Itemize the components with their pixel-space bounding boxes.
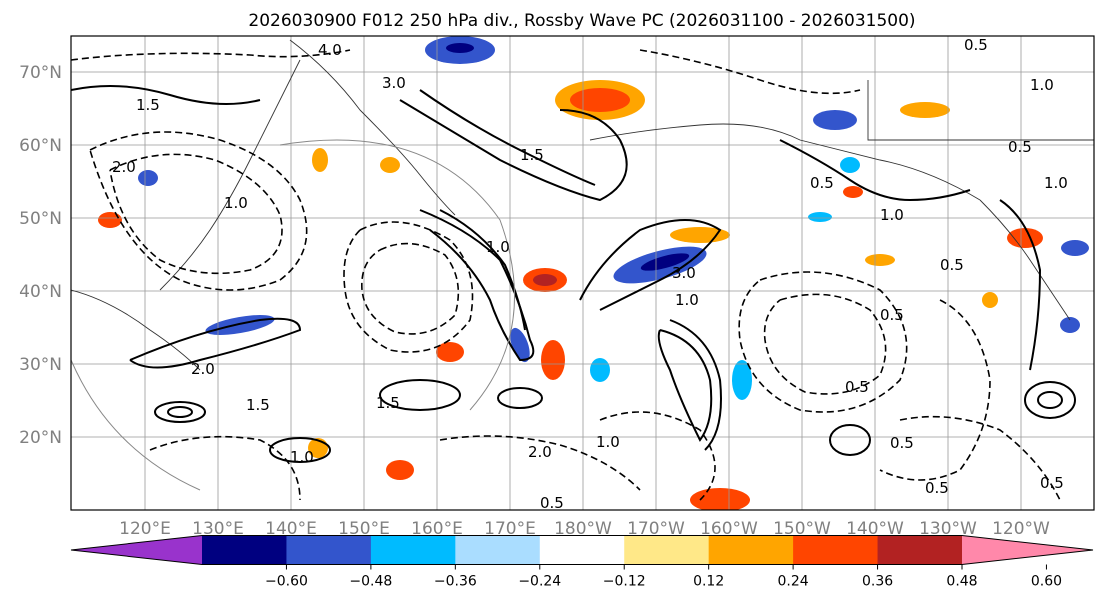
contour-label: 1.0: [1030, 76, 1054, 94]
lon-label: 180°W: [554, 519, 612, 539]
contour-label: 0.5: [1008, 138, 1032, 156]
lat-label: 70°N: [19, 63, 62, 83]
projection-arcs: [71, 139, 515, 491]
colorbar-segment: [202, 535, 287, 565]
contour-label: 0.5: [880, 306, 904, 324]
lon-label: 130°W: [919, 519, 977, 539]
colorbar-tick-label: 0.36: [862, 574, 893, 590]
lat-label: 30°N: [19, 355, 62, 375]
contour-label: 1.5: [246, 396, 270, 414]
contour-label: 0.5: [1040, 474, 1064, 492]
colorbar-tick-label: −0.48: [349, 574, 392, 590]
contour-label: 1.0: [224, 194, 248, 212]
lon-label: 160°E: [411, 519, 463, 539]
longitude-labels: 120°E 130°E 140°E 150°E 160°E 170°E 180°…: [119, 519, 1050, 539]
contour-label: 1.0: [1044, 174, 1068, 192]
lon-label: 140°E: [265, 519, 317, 539]
lon-label: 120°E: [119, 519, 171, 539]
lat-label: 50°N: [19, 209, 62, 229]
contour-label: 0.5: [890, 434, 914, 452]
lon-label: 150°W: [773, 519, 831, 539]
contour-label: 1.0: [596, 433, 620, 451]
map-panel: 4.0 3.0 3.0 1.0 2.0 1.5 1.0 0.5 1.5 2.0 …: [70, 35, 1095, 512]
contour-label: 2.0: [112, 158, 136, 176]
contour-label: 0.5: [940, 256, 964, 274]
contour-label: 3.0: [382, 74, 406, 92]
colorbar-tick-label: 0.48: [946, 574, 977, 590]
contour-label: 2.0: [191, 360, 215, 378]
lon-label: 170°W: [627, 519, 685, 539]
coastlines: [71, 39, 1094, 371]
latitude-labels: 70°N 60°N 50°N 40°N 30°N 20°N: [19, 63, 62, 448]
lon-label: 170°E: [484, 519, 536, 539]
colorbar-outline: [70, 535, 1094, 565]
contour-label: 1.0: [675, 291, 699, 309]
shading-layer: [98, 36, 1089, 510]
colorbar-tick-label: 0.24: [778, 574, 809, 590]
contour-label: 0.5: [845, 378, 869, 396]
contour-label: 3.0: [672, 264, 696, 282]
lat-label: 40°N: [19, 282, 62, 302]
colorbar-segments: [71, 535, 1093, 565]
contour-label: 2.0: [528, 443, 552, 461]
contour-label: 1.5: [520, 146, 544, 164]
contour-label: 1.5: [136, 96, 160, 114]
colorbar-segment: [370, 535, 456, 565]
contour-label: 0.5: [964, 36, 988, 54]
colorbar-segment: [877, 535, 963, 565]
map-frame: [70, 35, 1095, 511]
colorbar-tick-label: −0.24: [518, 574, 561, 590]
lat-label: 20°N: [19, 428, 62, 448]
contour-label: 1.0: [486, 238, 510, 256]
colorbar-tick-label: −0.12: [603, 574, 646, 590]
contour-label: 0.5: [540, 494, 564, 512]
colorbar-segment: [286, 535, 372, 565]
lat-label: 60°N: [19, 136, 62, 156]
contour-label: 1.5: [376, 394, 400, 412]
colorbar-segment: [793, 535, 879, 565]
map-title: 2026030900 F012 250 hPa div., Rossby Wav…: [248, 11, 915, 31]
contour-label: 1.0: [880, 206, 904, 224]
colorbar-extend-high: [962, 535, 1093, 565]
colorbar-tick-label: −0.36: [434, 574, 477, 590]
dashed-contours: [71, 49, 1061, 501]
colorbar-tick-label: 0.12: [693, 574, 724, 590]
solid-contours: [71, 85, 1076, 463]
lon-label: 120°W: [992, 519, 1050, 539]
colorbar-ticks: −0.60 −0.48 −0.36 −0.24 −0.12 0.12 0.24 0.36 0.4…: [265, 564, 1062, 590]
colorbar-segment: [455, 535, 541, 565]
lon-label: 140°W: [846, 519, 904, 539]
colorbar-extend-low: [71, 535, 202, 565]
lon-label: 160°W: [700, 519, 758, 539]
colorbar-segment: [539, 535, 625, 565]
lon-label: 130°E: [192, 519, 244, 539]
contour-label: 1.0: [290, 448, 314, 466]
colorbar: −0.60 −0.48 −0.36 −0.24 −0.12 0.12 0.24 0.36 0.4…: [70, 535, 1094, 590]
lon-label: 150°E: [338, 519, 390, 539]
colorbar-segment: [708, 535, 794, 565]
colorbar-segment: [624, 535, 710, 565]
contour-label: 0.5: [925, 479, 949, 497]
colorbar-tick-label: −0.60: [265, 574, 308, 590]
colorbar-tick-label: 0.60: [1031, 574, 1062, 590]
contour-labels: 4.0 3.0 3.0 1.0 2.0 1.5 1.0 0.5 1.5 2.0 …: [112, 36, 1068, 512]
contour-label: 0.5: [810, 174, 834, 192]
contour-label: 4.0: [318, 41, 342, 59]
